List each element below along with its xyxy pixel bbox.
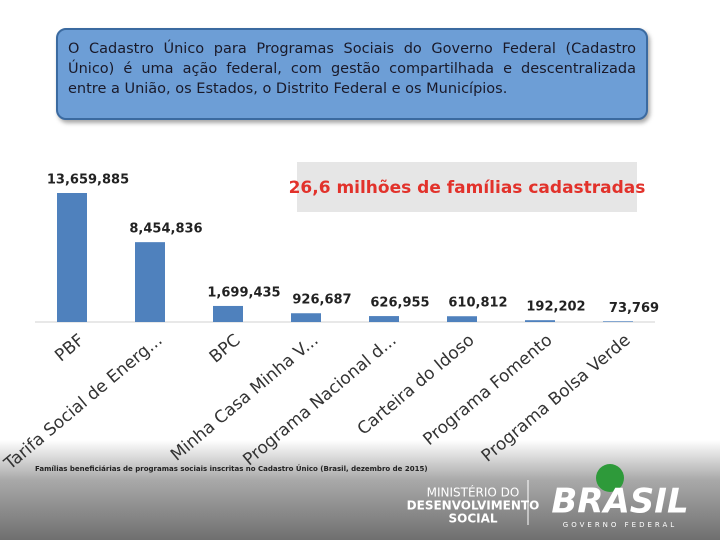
ministry-line: SOCIAL <box>448 512 497 526</box>
intro-box: O Cadastro Único para Programas Sociais … <box>56 28 648 120</box>
bar <box>525 320 555 322</box>
x-tick-label: BPC <box>206 330 245 367</box>
ministry-line: DESENVOLVIMENTO <box>407 499 540 513</box>
value-label: 192,202 <box>526 300 585 315</box>
ministry-line: MINISTÉRIO DO <box>427 485 520 500</box>
bar <box>603 321 633 322</box>
x-tick-label: Programa Fomento <box>419 330 556 449</box>
source: Famílias beneficiárias de programas soci… <box>35 464 428 473</box>
bar <box>213 305 243 322</box>
bar <box>369 316 399 322</box>
bar <box>57 193 87 322</box>
value-label: 926,687 <box>292 293 351 308</box>
annotation: 26,6 milhões de famílias cadastradas <box>289 178 646 198</box>
brand-sub: GOVERNO FEDERAL <box>563 521 677 529</box>
logo-globe <box>596 464 624 492</box>
x-tick-label: PBF <box>51 330 88 366</box>
value-label: 626,955 <box>370 296 429 311</box>
value-label: 1,699,435 <box>207 285 280 300</box>
value-label: 73,769 <box>609 301 659 316</box>
annotation-box <box>297 162 637 212</box>
bar <box>291 313 321 322</box>
value-label: 13,659,885 <box>47 173 129 188</box>
bar <box>135 242 165 322</box>
footer-band <box>0 440 720 540</box>
bar <box>447 316 477 322</box>
brand: BRASIL <box>551 482 688 522</box>
value-label: 8,454,836 <box>129 222 202 237</box>
value-label: 610,812 <box>448 296 507 311</box>
